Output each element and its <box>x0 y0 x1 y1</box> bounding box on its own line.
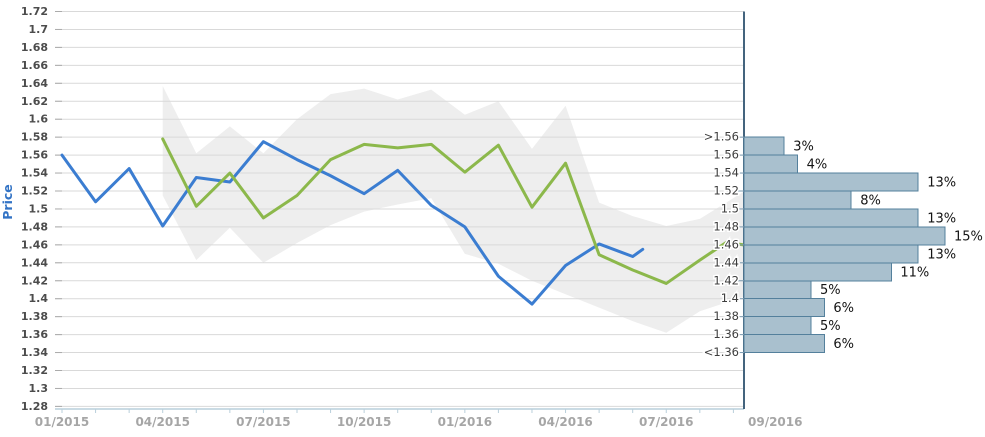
y-axis-tick-label: 1.66 <box>21 59 48 72</box>
histogram-value-label: 4% <box>807 158 828 173</box>
x-axis-tick-label: 07/2015 <box>236 415 290 429</box>
histogram-bucket-label: 1.52 <box>713 184 739 198</box>
x-axis-tick-label: 07/2016 <box>639 415 693 429</box>
y-axis-tick-label: 1.28 <box>21 400 48 413</box>
histogram-bar <box>743 244 919 264</box>
histogram-value-label: 5% <box>820 319 841 334</box>
histogram-bucket-label: 1.5 <box>721 201 739 215</box>
histogram-bucket-label: <1.36 <box>704 345 739 359</box>
histogram-bar <box>743 172 919 192</box>
histogram-bucket-label: 1.4 <box>721 291 739 305</box>
histogram-bar <box>743 334 825 354</box>
histogram-value-label: 3% <box>793 140 814 155</box>
green-price-series <box>161 137 745 285</box>
y-axis-tick-label: 1.68 <box>21 41 48 54</box>
y-axis-tick-label: 1.62 <box>21 95 48 108</box>
y-axis-tick-label: 1.54 <box>21 167 48 180</box>
y-axis-tick-label: 1.48 <box>21 220 48 233</box>
histogram-value-label: 8% <box>860 193 881 208</box>
x-axis-tick-label: 04/2015 <box>135 415 189 429</box>
histogram-bucket-label: 1.38 <box>713 309 739 323</box>
histogram-value-label: 15% <box>954 229 983 244</box>
histogram-bucket-label: 1.46 <box>713 237 739 251</box>
y-axis-tick-label: 1.6 <box>29 113 49 126</box>
histogram-bucket-label: 1.36 <box>713 327 739 341</box>
histogram-value-label: 13% <box>927 211 956 226</box>
histogram-bar <box>743 190 852 210</box>
histogram-bar <box>743 280 812 300</box>
y-axis-tick-label: 1.36 <box>21 328 48 341</box>
y-axis-tick-label: 1.5 <box>29 202 49 215</box>
histogram-value-label: 11% <box>900 265 929 280</box>
x-axis-tick-label: 01/2016 <box>438 415 492 429</box>
histogram-value-label: 13% <box>927 247 956 262</box>
histogram-value-label: 13% <box>927 176 956 191</box>
histogram-bar <box>743 136 785 156</box>
y-axis-tick-label: 1.4 <box>29 292 49 305</box>
y-axis-tick-label: 1.34 <box>21 346 48 359</box>
price-axis-title: Price <box>0 184 15 220</box>
histogram-bucket-label: 1.56 <box>713 148 739 162</box>
y-axis-tick-label: 1.64 <box>21 77 48 90</box>
y-axis-tick-label: 1.58 <box>21 131 48 144</box>
y-axis-tick-label: 1.3 <box>29 382 49 395</box>
histogram-bar <box>743 208 919 228</box>
histogram-bucket-label: 1.48 <box>713 219 739 233</box>
histogram-value-label: 6% <box>833 337 854 352</box>
blue-price-series <box>60 140 645 306</box>
histogram-bucket-label: >1.56 <box>704 130 739 144</box>
histogram-bar <box>743 316 812 336</box>
x-axis-tick-label: 04/2016 <box>538 415 592 429</box>
histogram-bucket-label: 1.54 <box>713 166 739 180</box>
y-axis-tick-label: 1.56 <box>21 149 48 162</box>
histogram-bar <box>743 298 825 318</box>
histogram-bar <box>743 226 946 246</box>
histogram-value-label: 5% <box>820 283 841 298</box>
histogram-value-label: 6% <box>833 301 854 316</box>
y-axis-tick-label: 1.38 <box>21 310 48 323</box>
y-axis-tick-label: 1.7 <box>29 23 49 36</box>
histogram-bucket-label: 1.44 <box>713 255 739 269</box>
x-axis-end-label: 09/2016 <box>748 415 802 429</box>
y-axis-tick-label: 1.72 <box>21 5 48 18</box>
y-axis-tick-label: 1.44 <box>21 256 48 269</box>
x-axis-tick-label: 10/2015 <box>337 415 391 429</box>
histogram-bucket-label: 1.42 <box>713 273 739 287</box>
y-axis-tick-label: 1.46 <box>21 238 48 251</box>
histogram-bar <box>743 154 799 174</box>
histogram-bar <box>743 262 892 282</box>
y-axis-tick-label: 1.32 <box>21 364 48 377</box>
y-axis-tick-label: 1.52 <box>21 185 48 198</box>
y-axis-tick-label: 1.42 <box>21 274 48 287</box>
x-axis-tick-label: 01/2015 <box>35 415 89 429</box>
